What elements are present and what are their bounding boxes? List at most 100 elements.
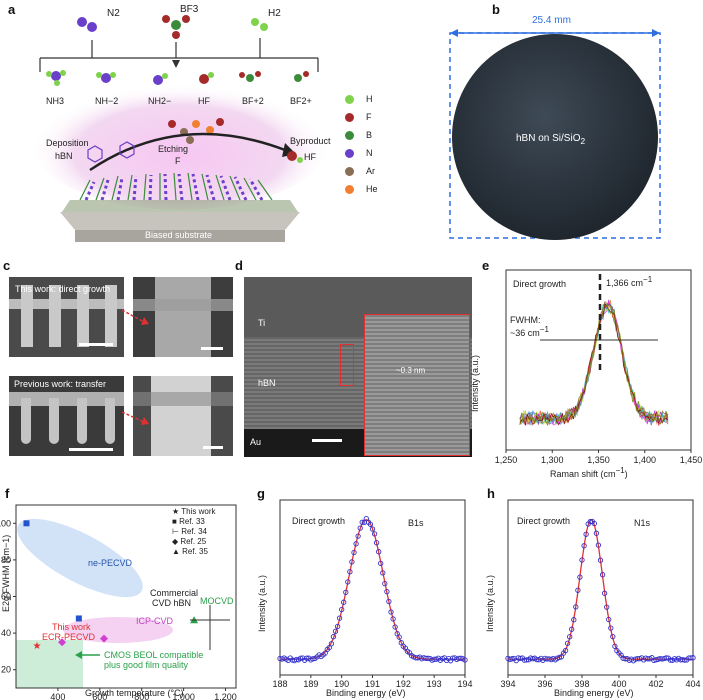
element-legend: H F B N Ar He [345,90,390,198]
legend-item-label: This work [181,507,216,516]
legend-dot [345,166,354,176]
fwhm-xlabel: Growth temperature (°C) [85,688,184,698]
direct-growth-caption: This work: direct growth [15,284,111,294]
data-point [297,655,304,661]
panel-d-letter: d [235,258,243,273]
data-point [581,543,587,549]
diamond-icon: ◆ [172,537,181,546]
raman-tick-label: 1,450 [680,455,703,465]
raman-series-line [519,300,669,427]
square-icon: ■ [172,517,180,526]
n1s-chart: 394 396 398 400 402 404 [500,499,701,689]
raman-chart: 1,250 1,300 1,350 1,400 1,450 [495,269,703,465]
scale-bar [312,439,342,442]
panel-e-letter: e [482,258,490,273]
gas-n2-label: N2 [107,8,120,19]
fwhm-data-point [58,638,67,647]
legend-item-label: Ref. 35 [182,547,208,556]
n1s-xticks: 394 396 398 400 402 404 [500,675,701,689]
legend-label: F [366,112,372,122]
raman-tick-label: 1,300 [541,455,564,465]
data-point [597,557,604,563]
n1s-title: Direct growth [517,516,571,526]
fwhm-ytick-label: 20 [1,665,11,675]
data-point [564,640,571,646]
raman-series-line [519,299,669,425]
data-point [328,641,335,647]
raman-tick-label: 1,350 [587,455,610,465]
xtick-label: 398 [574,679,589,689]
fwhm-chart: ★ 20 40 60 80 100 400 600 800 1,000 1,200 [0,504,237,700]
fwhm-xtick-label: 800 [134,692,149,700]
data-point [593,530,600,536]
icp-cvd-label: ICP-CVD [136,616,174,626]
fwhm-ytick-label: 100 [0,518,11,528]
fwhm-ticks: 20 40 60 80 100 400 600 800 1,000 1,200 [0,518,237,700]
sem-stripe [77,285,89,347]
ne-pecvd-region [17,518,143,598]
data-point [378,560,384,567]
ti-label: Ti [258,318,266,328]
sem-stripe [21,285,33,347]
raman-series-line [519,304,669,426]
fwhm-data-point [100,634,108,643]
data-point [343,589,349,595]
legend-label: N [366,148,373,158]
gas-h2-label: H2 [268,8,281,19]
legend-label: B [366,130,373,140]
raman-peak-sup: −1 [643,275,653,284]
raman-series-line [519,299,669,426]
spacing-label: ~0.3 nm [396,366,426,375]
panel-c-letter: c [3,258,11,273]
raman-tick-label: 1,250 [495,455,518,465]
xtick-label: 194 [457,679,472,689]
etching-label: Etching [158,144,189,154]
data-point [562,647,569,654]
data-point [601,590,608,596]
sem-direct-zoom [133,277,233,357]
fwhm-value-text: ~36 cm [510,328,540,338]
data-point [384,588,390,595]
fwhm-xtick-label: 1,000 [172,692,195,700]
data-point [345,579,351,585]
icp-cvd-region [63,617,173,643]
data-point [610,633,616,640]
data-point [388,609,394,615]
raman-series-line [519,304,669,426]
raman-xlabel-text: Raman shift (cm [550,469,616,479]
xtick-label: 190 [334,679,349,689]
data-point [357,525,363,531]
data-point [359,519,365,525]
data-point [604,604,610,610]
legend-item: H [345,90,390,108]
xtick-label: 404 [685,679,700,689]
data-point [569,626,575,632]
data-point [575,587,581,593]
species-bf-label: BF2+ [290,96,312,106]
data-point [688,655,694,661]
star-icon: ★ [172,507,182,516]
mocvd-label: MOCVD [200,596,234,606]
xtick-label: 402 [648,679,663,689]
fwhm-data-point [23,520,30,527]
raman-xlabel-sup: −1 [615,466,625,475]
sem-stripe [105,398,115,444]
data-point [682,657,688,663]
b1s-spectrum [277,515,468,664]
gas-bf3-label: BF3 [180,4,199,15]
wafer-label: hBN on Si/SiO2 [516,133,585,146]
legend-item: He [345,180,390,198]
data-point [310,656,316,662]
legend-item-label: Ref. 33 [179,517,205,526]
data-point [373,540,380,546]
legend-dot [345,148,354,158]
fwhm-ylabel: E2g FWHM (cm−1) [1,534,11,612]
data-point [367,521,374,527]
sem-stripe [155,277,211,357]
b1s-xlabel: Binding energy (eV) [326,688,406,698]
panel-g-letter: g [257,486,265,501]
data-point [608,625,614,631]
tem-zoom-box [340,344,354,386]
scale-bar [69,448,113,451]
hbn-label: hBN [55,151,73,161]
